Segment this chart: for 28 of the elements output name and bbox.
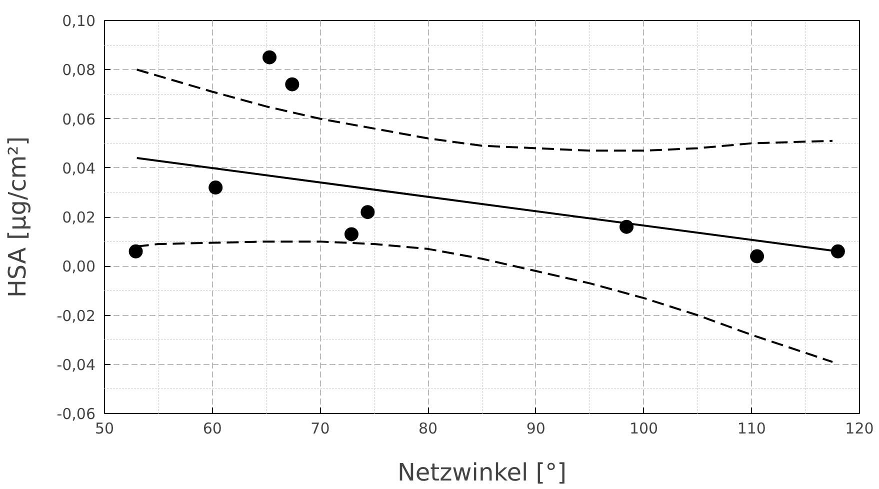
point	[128, 244, 143, 258]
point	[285, 77, 300, 92]
y-tick-label: -0,04	[56, 356, 96, 374]
y-axis-title: HSA [µg/cm²]	[4, 136, 32, 298]
point	[750, 249, 764, 264]
y-tick-label: 0,10	[62, 12, 96, 30]
y-tick-label: -0,02	[56, 306, 96, 325]
x-tick-label: 100	[629, 420, 658, 438]
x-tick-label: 50	[94, 420, 114, 438]
y-tick-label: 0,08	[62, 61, 96, 80]
point	[344, 227, 358, 242]
point	[830, 244, 845, 258]
x-tick-label: 80	[418, 420, 438, 438]
point	[262, 50, 277, 64]
y-tick-label: -0,06	[56, 405, 96, 423]
y-tick-label: 0,04	[62, 159, 96, 178]
x-tick-label: 70	[310, 420, 330, 438]
line-series	[136, 68, 834, 152]
point	[208, 180, 223, 195]
point	[360, 205, 375, 220]
x-tick-label: 110	[737, 420, 766, 438]
x-tick-label: 90	[526, 420, 546, 438]
x-tick-label: 120	[845, 420, 874, 438]
y-tick-label: 0,02	[62, 208, 96, 226]
x-tick-label: 60	[202, 420, 222, 438]
x-axis-title: Netzwinkel [°]	[397, 458, 567, 486]
y-tick-label: 0,00	[62, 258, 96, 276]
y-tick-label: 0,06	[62, 110, 96, 128]
